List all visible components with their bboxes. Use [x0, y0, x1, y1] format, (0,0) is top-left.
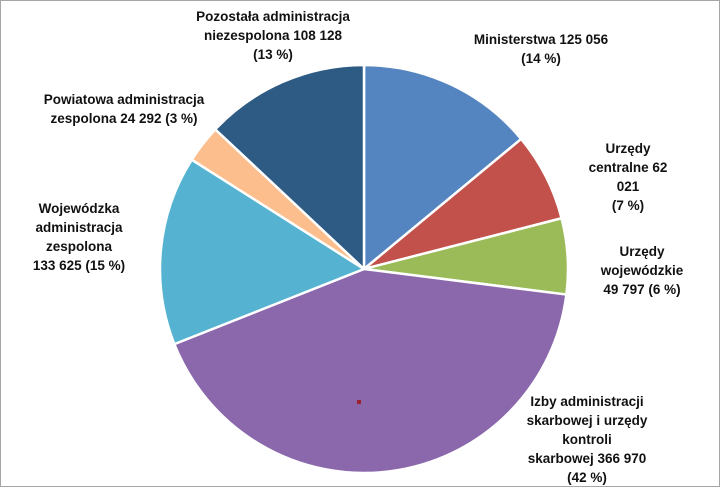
label-wojewodzka-administracja-zespolona: Wojewódzka administracja zespolona 133 6…: [32, 201, 126, 273]
label-ministerstwa: Ministerstwa 125 056 (14 %): [473, 32, 609, 66]
label-urzedy-wojewodzkie: Urzędy wojewódzkie 49 797 (6 %): [600, 244, 684, 297]
stray-red-dot: [357, 400, 361, 404]
pie-slice-7: [214, 63, 366, 271]
pie-slice-1: [362, 63, 523, 271]
pie-slice-5: [158, 158, 366, 346]
label-urzedy-centralne: Urzędy centralne 62 021 (7 %): [588, 141, 668, 213]
pie-slice-4: [173, 267, 568, 475]
label-pozostala-administracja-niezespolona: Pozostała administracja niezespolona 108…: [196, 9, 350, 62]
label-powiatowa-administracja-zespolona: Powiatowa administracja zespolona 24 292…: [43, 92, 205, 126]
label-izby-administracji-skarbowej: Izby administracji skarbowej i urzędy ko…: [526, 394, 648, 485]
